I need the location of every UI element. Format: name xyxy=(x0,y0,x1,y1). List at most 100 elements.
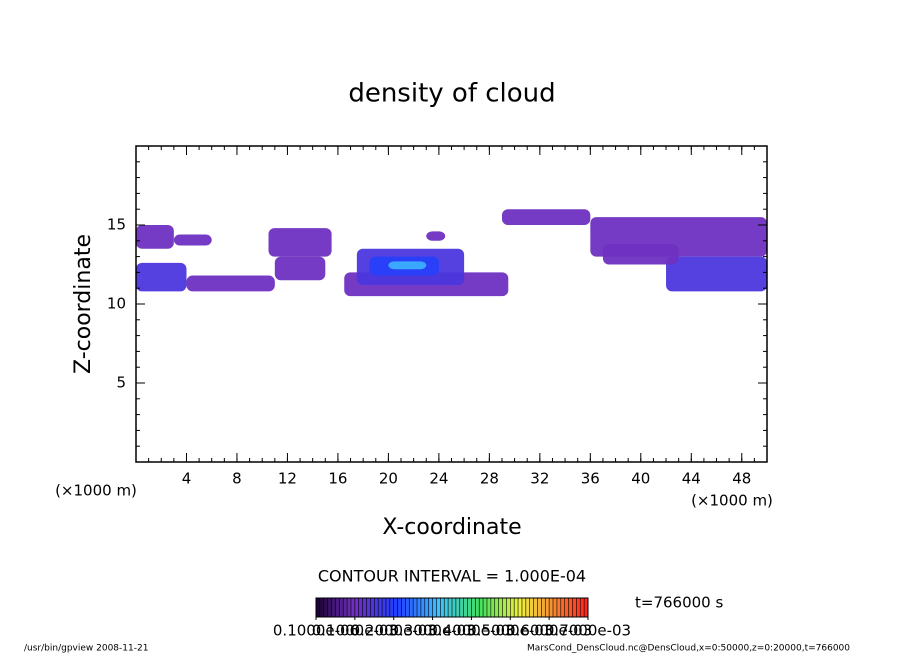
contour-cell xyxy=(136,225,174,249)
colorbar-segment xyxy=(448,598,453,617)
colorbar-segment xyxy=(370,598,375,617)
x-axis-label: X-coordinate xyxy=(382,515,521,540)
colorbar-segment xyxy=(389,598,395,617)
colorbar-segment xyxy=(455,598,461,617)
contour-cell xyxy=(186,275,275,292)
colorbar-segment xyxy=(514,598,519,617)
colorbar-segment xyxy=(420,598,426,617)
colorbar-segment xyxy=(467,598,472,617)
colorbar-segment xyxy=(553,598,558,617)
colorbar-segment xyxy=(463,598,469,617)
x-tick-label: 16 xyxy=(328,470,347,488)
colorbar-segment xyxy=(537,598,542,617)
colorbar-segment xyxy=(556,598,562,617)
colorbar-segment xyxy=(339,598,344,617)
colorbar-segment xyxy=(541,598,546,617)
colorbar-segment xyxy=(533,598,538,617)
chart-title: density of cloud xyxy=(348,79,555,109)
colorbar-frame xyxy=(315,597,589,618)
colorbar-tick-label: 0.7000e-03 xyxy=(545,622,631,640)
colorbar-segment xyxy=(401,598,406,617)
footer-right: MarsCond_DensCloud.nc@DensCloud,x=0:5000… xyxy=(527,644,850,654)
colorbar-segment xyxy=(584,598,589,617)
colorbar-segment xyxy=(475,598,480,617)
y-axis-label: Z-coordinate xyxy=(71,234,96,374)
x-tick-label: 48 xyxy=(732,470,751,488)
colorbar-segment xyxy=(444,598,449,617)
colorbar-segment xyxy=(409,598,414,617)
colorbar-segment xyxy=(560,598,566,617)
contour-cell xyxy=(602,243,679,265)
colorbar-segment xyxy=(428,598,434,617)
x-tick-label: 44 xyxy=(682,470,701,488)
x-units: (×1000 m) xyxy=(691,492,773,510)
time-label: t=766000 s xyxy=(635,594,723,612)
x-tick-label: 20 xyxy=(379,470,398,488)
contour-cell xyxy=(666,256,767,292)
colorbar-segment xyxy=(382,598,387,617)
colorbar-segment xyxy=(331,598,336,617)
colorbar-segment xyxy=(502,598,507,617)
colorbar-segment xyxy=(417,598,422,617)
colorbar-segment xyxy=(580,598,585,617)
colorbar-segment xyxy=(494,598,500,617)
colorbar-segment xyxy=(545,598,550,617)
x-tick-label: 36 xyxy=(581,470,600,488)
colorbar-segment xyxy=(471,598,476,617)
contour-cell xyxy=(136,262,187,292)
colorbar-segment xyxy=(440,598,445,617)
x-tick-label: 8 xyxy=(232,470,242,488)
colorbar-segment xyxy=(323,598,329,617)
y-tick-label: 10 xyxy=(107,295,126,313)
colorbar-segment xyxy=(366,598,371,617)
y-tick-label: 5 xyxy=(116,374,126,392)
colorbar-tick-label: 0.5000e-03 xyxy=(467,622,553,640)
colorbar-segment xyxy=(564,598,570,617)
x-tick-label: 32 xyxy=(530,470,549,488)
x-tick-label: 24 xyxy=(429,470,448,488)
colorbar-segment xyxy=(510,598,515,617)
contour-cell xyxy=(501,209,591,225)
colorbar-segment xyxy=(518,598,523,617)
colorbar-tick-label: 0.1000e-03 xyxy=(312,622,398,640)
colorbar-tick-label: 0.6000e-03 xyxy=(506,622,592,640)
colorbar-segment xyxy=(486,598,492,617)
colorbar-segment xyxy=(549,598,554,617)
footer-left: /usr/bin/gpview 2008-11-21 xyxy=(24,644,148,654)
x-tick-label: 4 xyxy=(182,470,192,488)
colorbar-segment xyxy=(506,598,511,617)
contour-cell xyxy=(426,231,446,241)
colorbar-tick-label: 0.3000e-03 xyxy=(389,622,475,640)
colorbar-segment xyxy=(483,598,488,617)
colorbar-segment xyxy=(350,598,356,617)
colorbar-segment xyxy=(405,598,410,617)
contour-cell xyxy=(173,234,212,246)
colorbar-tick-label: 0.2000e-03 xyxy=(351,622,437,640)
colorbar-segment xyxy=(568,598,573,617)
colorbar-segment xyxy=(432,598,437,617)
colorbar-segment xyxy=(327,598,333,617)
colorbar-tick-label: 0.1000e-06 xyxy=(273,622,359,640)
colorbar-segment xyxy=(335,598,340,617)
colorbar-segment xyxy=(490,598,496,617)
contour-cell xyxy=(388,261,427,270)
colorbar-segment xyxy=(374,598,379,617)
colorbar-segment xyxy=(319,598,325,617)
colorbar-segment xyxy=(436,598,441,617)
colorbar-tick-label: 0.4000e-03 xyxy=(428,622,514,640)
colorbar-segment xyxy=(521,598,527,617)
colorbar-segment xyxy=(316,598,321,617)
colorbar-segment xyxy=(347,598,352,617)
contour-cell xyxy=(268,228,332,257)
colorbar-segment xyxy=(362,598,368,617)
colorbar-segment xyxy=(343,598,348,617)
y-units: (×1000 m) xyxy=(55,482,137,500)
contour-interval: CONTOUR INTERVAL = 1.000E-04 xyxy=(318,567,586,586)
y-tick-label: 15 xyxy=(107,216,126,234)
colorbar-segment xyxy=(358,598,364,617)
colorbar-segment xyxy=(498,598,504,617)
colorbar-segment xyxy=(424,598,430,617)
colorbar-segment xyxy=(525,598,531,617)
